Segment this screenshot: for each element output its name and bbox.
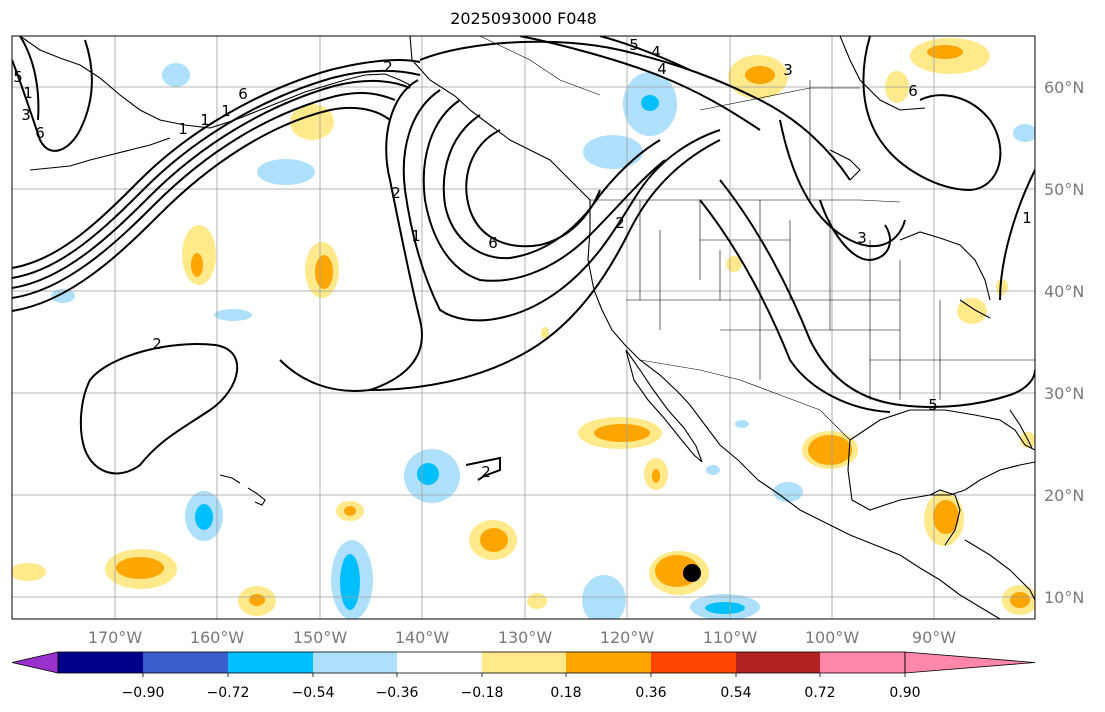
- contour-label: 1: [178, 120, 188, 138]
- political-borders: [479, 36, 1035, 441]
- contour-label: 2: [152, 335, 162, 353]
- contour-label: 3: [857, 229, 867, 247]
- contour-label: 6: [488, 234, 498, 252]
- lat-label: 50°N: [1044, 180, 1084, 199]
- contour-label: 6: [35, 124, 45, 142]
- colorbar-tick-label: −0.36: [376, 685, 419, 701]
- contour-lines: [12, 36, 1035, 481]
- colorbar: [11, 651, 1036, 674]
- lon-label: 160°W: [190, 628, 245, 647]
- contour-label: 2: [615, 214, 625, 232]
- contour-label: 1: [200, 111, 210, 129]
- colorbar-segment: [482, 652, 566, 673]
- colorbar-segment: [58, 652, 143, 673]
- lon-label: 150°W: [293, 628, 348, 647]
- colorbar-tick-label: −0.54: [292, 685, 335, 701]
- longitude-labels: 170°W 160°W 150°W 140°W 130°W 120°W 110°W 100°W…: [88, 628, 956, 647]
- colorbar-tick-label: 0.90: [889, 685, 920, 701]
- figure-title: 2025093000 F048: [450, 9, 597, 28]
- map-frame: [11, 35, 1036, 620]
- colorbar-segment: [651, 652, 736, 673]
- graticule: [12, 36, 1035, 619]
- colorbar-segment: [143, 652, 228, 673]
- colorbar-segment: [313, 652, 397, 673]
- colorbar-tick-labels: −0.90 −0.72 −0.54 −0.36 −0.18 0.18 0.36 0.54 0.7…: [122, 673, 921, 701]
- colorbar-tick-label: −0.18: [461, 685, 504, 701]
- lon-label: 100°W: [805, 628, 860, 647]
- lat-label: 60°N: [1044, 78, 1084, 97]
- contour-label: 5: [13, 68, 23, 86]
- colorbar-extend-low: [11, 651, 59, 674]
- lon-label: 120°W: [600, 628, 655, 647]
- contour-label: 4: [657, 60, 667, 78]
- contour-label: 3: [783, 61, 793, 79]
- map-background: [12, 36, 1035, 619]
- contour-label: 4: [651, 43, 661, 61]
- contour-label: 1: [221, 102, 231, 120]
- contour-label: 1: [23, 84, 33, 102]
- contour-label: 2: [383, 58, 393, 76]
- colorbar-segment: [397, 652, 482, 673]
- contour-label: 5: [928, 396, 938, 414]
- lon-label: 140°W: [395, 628, 450, 647]
- storm-center-dot: [683, 564, 701, 582]
- contour-label: 1: [1022, 209, 1032, 227]
- contour-label: 3: [21, 106, 31, 124]
- lat-label: 30°N: [1044, 384, 1084, 403]
- contour-label: 2: [391, 184, 401, 202]
- contour-label: 5: [629, 36, 639, 54]
- lat-label: 40°N: [1044, 282, 1084, 301]
- contour-label: 1: [411, 227, 421, 245]
- lon-label: 110°W: [703, 628, 758, 647]
- colorbar-segment: [566, 652, 651, 673]
- colorbar-segment: [736, 652, 820, 673]
- colorbar-tick-label: −0.90: [122, 685, 165, 701]
- colorbar-outline: [57, 651, 906, 674]
- colorbar-tick-label: 0.72: [804, 685, 835, 701]
- colorbar-segment: [228, 652, 313, 673]
- lat-label: 10°N: [1044, 588, 1084, 607]
- colorbar-tick-label: −0.72: [207, 685, 250, 701]
- contour-label: 6: [238, 85, 248, 103]
- lat-label: 20°N: [1044, 486, 1084, 505]
- contour-label: 6: [908, 82, 918, 100]
- lon-label: 170°W: [88, 628, 143, 647]
- latitude-labels: 60°N 50°N 40°N 30°N 20°N 10°N: [1044, 78, 1084, 607]
- colorbar-tick-label: 0.54: [720, 685, 751, 701]
- colorbar-tick-label: 0.36: [635, 685, 666, 701]
- lon-label: 130°W: [498, 628, 553, 647]
- contour-label: 2: [481, 463, 491, 481]
- colorbar-segment: [820, 652, 905, 673]
- lon-label: 90°W: [912, 628, 956, 647]
- colorbar-tick-label: 0.18: [550, 685, 581, 701]
- colorbar-extend-high: [904, 651, 1036, 674]
